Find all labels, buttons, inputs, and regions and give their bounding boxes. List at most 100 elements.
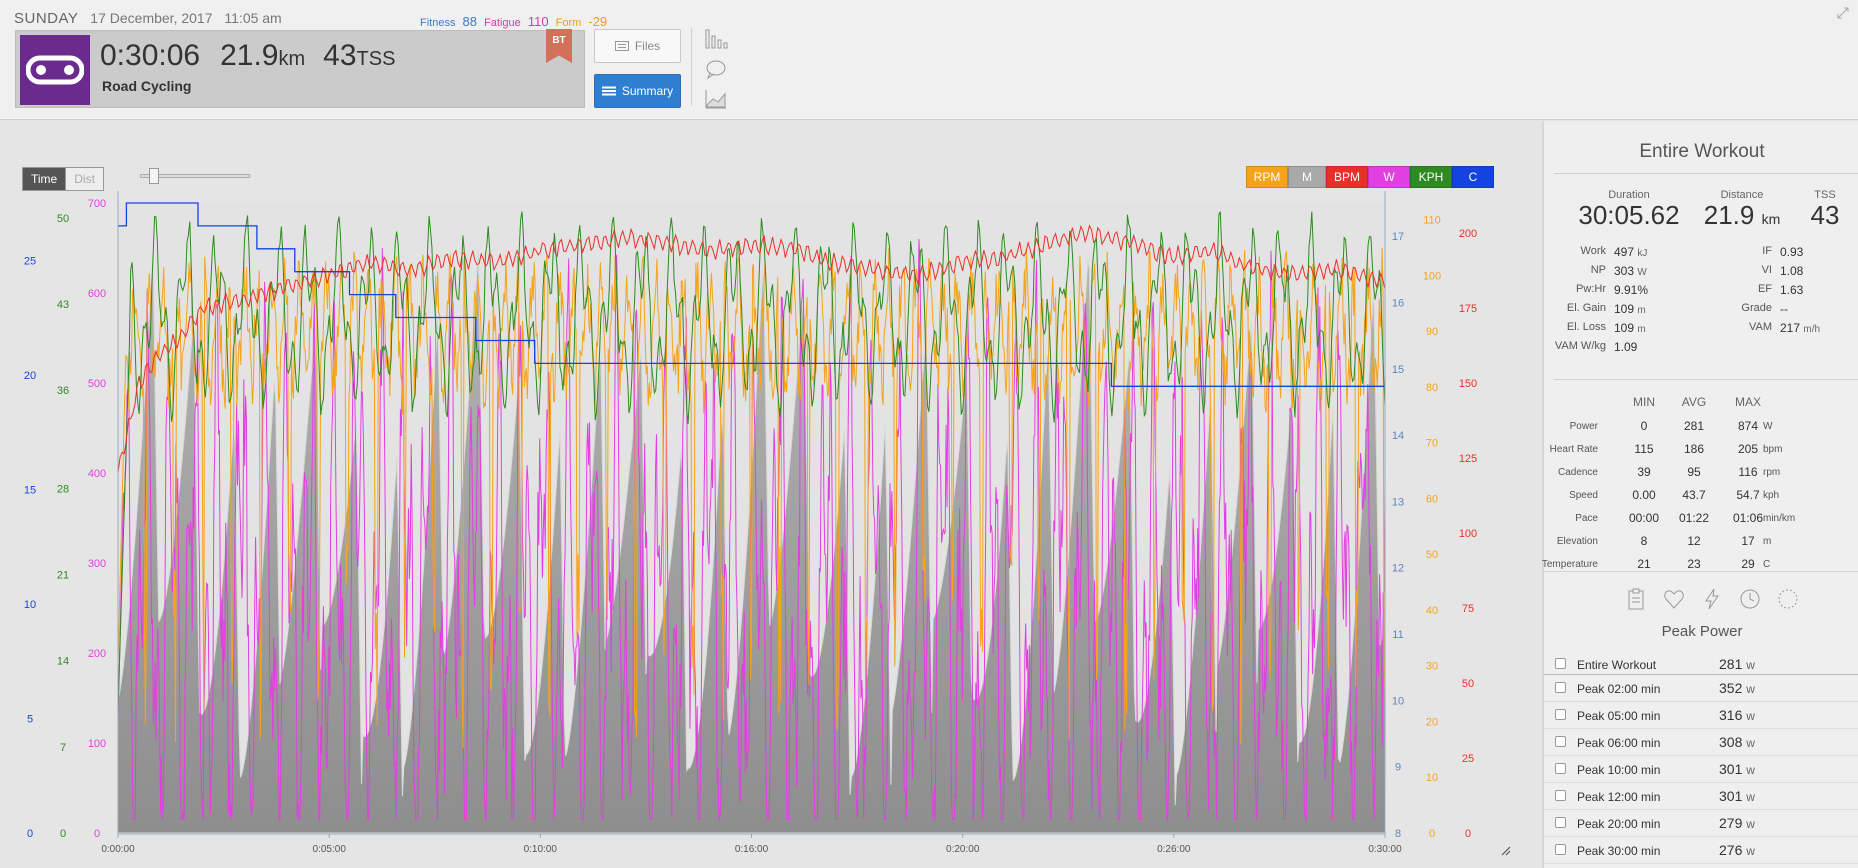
metric-max: 205	[1737, 442, 1759, 456]
peak-row[interactable]: Peak 02:00 min 352 w	[1544, 675, 1858, 702]
files-button[interactable]: Files	[594, 29, 681, 63]
peak-row[interactable]: Peak 30:00 min 276 w	[1544, 837, 1858, 864]
legend-m-button[interactable]: M	[1288, 166, 1326, 188]
peak-checkbox[interactable]	[1555, 817, 1566, 828]
metric-label: Speed	[1569, 490, 1598, 501]
heart-icon[interactable]	[1662, 587, 1686, 611]
bar-chart-icon[interactable]	[704, 28, 728, 50]
axis-bpm-tick: 0	[1465, 828, 1471, 840]
stat-row: El. Gain 109 m Grade --	[1554, 302, 1854, 321]
metric-min: 39	[1637, 465, 1651, 479]
min-avg-max-header: MIN AVG MAX	[1544, 391, 1858, 415]
peak-value: 276	[1719, 842, 1743, 858]
workout-tss-unit: TSS	[356, 48, 396, 70]
fatigue-metric: Fatigue 110	[484, 14, 549, 29]
workout-stats-grid: Work 497 kJ IF 0.93 NP 303 W VI 1.08 Pw:Hr 9.91…	[1554, 245, 1854, 359]
legend-w-button[interactable]: W	[1368, 166, 1410, 188]
legend-kph-button[interactable]: KPH	[1410, 166, 1452, 188]
stat-value: 217	[1780, 321, 1801, 335]
chart-legend: RPM M BPM W KPH C	[1246, 166, 1494, 188]
axis-w-tick: 100	[88, 738, 106, 750]
axis-rpm-tick: 50	[1426, 549, 1438, 561]
max-header: MAX	[1734, 395, 1761, 409]
peak-row[interactable]: Peak 12:00 min 301 w	[1544, 783, 1858, 810]
peak-value: 301	[1719, 788, 1743, 804]
panel-divider	[1544, 571, 1858, 572]
axis-kph-tick: 7	[60, 742, 66, 754]
peak-row[interactable]: Peak 06:00 min 308 w	[1544, 729, 1858, 756]
peak-checkbox[interactable]	[1555, 658, 1566, 669]
peak-checkbox[interactable]	[1555, 682, 1566, 693]
series-rpm-cadence-line	[117, 247, 1386, 749]
resize-grip-icon[interactable]	[1501, 846, 1511, 856]
lightning-icon[interactable]	[1700, 587, 1724, 611]
peak-checkbox[interactable]	[1555, 736, 1566, 747]
clipboard-icon[interactable]	[1624, 587, 1648, 611]
list-icon	[601, 86, 616, 96]
axis-rpm-tick: 40	[1426, 605, 1438, 617]
time-toggle-button[interactable]: Time	[22, 167, 67, 191]
legend-c-button[interactable]: C	[1452, 166, 1494, 188]
dotted-circle-icon[interactable]	[1776, 587, 1800, 611]
metric-max: 17	[1741, 534, 1755, 548]
axis-rpm-tick: 30	[1426, 661, 1438, 673]
x-tick-label: 0:10:00	[524, 844, 558, 855]
summary-button[interactable]: Summary	[594, 74, 681, 108]
distance-value: 21.9	[1703, 200, 1755, 230]
metric-unit: bpm	[1763, 444, 1783, 455]
stat-value-wrap: 303 W	[1614, 264, 1647, 278]
tss-label: TSS	[1814, 189, 1836, 201]
zoom-slider-handle[interactable]	[149, 168, 159, 184]
workout-summary-card[interactable]: 0:30:06 21.9km 43TSS Road Cycling BT	[15, 29, 585, 108]
x-tick-label: 0:26:00	[1157, 844, 1191, 855]
stat-unit: m/h	[1803, 324, 1821, 335]
legend-rpm-button[interactable]: RPM	[1246, 166, 1288, 188]
axis-rpm-tick: 80	[1426, 382, 1438, 394]
peak-checkbox[interactable]	[1555, 763, 1566, 774]
workout-chart-area: 0 5 10 15 20 25 0 7 14 21 28 36 43 50 0 100 200 300 400 500…	[0, 121, 1540, 868]
axis-kph-tick: 14	[57, 656, 69, 668]
stat-value: --	[1780, 302, 1788, 316]
peak-unit: w	[1746, 709, 1755, 723]
peak-value-wrap: 308 w	[1719, 734, 1755, 750]
peak-checkbox[interactable]	[1555, 790, 1566, 801]
peak-value: 308	[1719, 734, 1743, 750]
axis-m-tick: 15	[1392, 364, 1404, 376]
panel-divider	[1554, 173, 1858, 174]
expand-icon[interactable]	[1836, 6, 1850, 20]
legend-bpm-button[interactable]: BPM	[1326, 166, 1368, 188]
peak-row[interactable]: Peak 05:00 min 316 w	[1544, 702, 1858, 729]
duration-stat: Duration 30:05.62	[1574, 189, 1684, 229]
metric-avg: 01:22	[1678, 511, 1710, 525]
workout-chart[interactable]: 0510152025071421283643500100200300400500…	[0, 121, 1540, 868]
peak-value: 316	[1719, 707, 1743, 723]
bike-chain-icon	[20, 35, 90, 105]
line-chart-icon[interactable]	[704, 88, 728, 110]
peak-row[interactable]: Peak 10:00 min 301 w	[1544, 756, 1858, 783]
peak-checkbox[interactable]	[1555, 709, 1566, 720]
peak-checkbox[interactable]	[1555, 844, 1566, 855]
clock-icon[interactable]	[1738, 587, 1762, 611]
axis-bpm-tick: 200	[1459, 228, 1477, 240]
stat-value-wrap: 217 m/h	[1780, 321, 1820, 335]
form-value: -29	[588, 14, 608, 29]
comment-icon[interactable]	[704, 58, 728, 80]
stat-unit: kJ	[1637, 248, 1648, 259]
stat-unit: m	[1637, 324, 1646, 335]
dist-toggle-button[interactable]: Dist	[66, 167, 104, 191]
metric-min: 00:00	[1628, 511, 1660, 525]
fatigue-label: Fatigue	[484, 17, 521, 29]
bt-badge[interactable]: BT	[546, 29, 572, 63]
peak-row[interactable]: Peak 20:00 min 279 w	[1544, 810, 1858, 837]
zoom-slider[interactable]	[140, 168, 250, 184]
stat-label: VAM W/kg	[1554, 340, 1606, 352]
header-divider	[691, 28, 692, 106]
axis-m-tick: 13	[1392, 496, 1404, 508]
stat-label: NP	[1590, 264, 1606, 276]
axis-c-tick: 25	[24, 255, 36, 267]
peak-unit: w	[1746, 682, 1755, 696]
axis-rpm-tick: 0	[1429, 828, 1435, 840]
metric-unit: W	[1763, 421, 1773, 432]
peak-row[interactable]: Entire Workout 281 w	[1544, 651, 1858, 675]
workout-date-line: SUNDAY 17 December, 2017 11:05 am	[14, 10, 282, 27]
